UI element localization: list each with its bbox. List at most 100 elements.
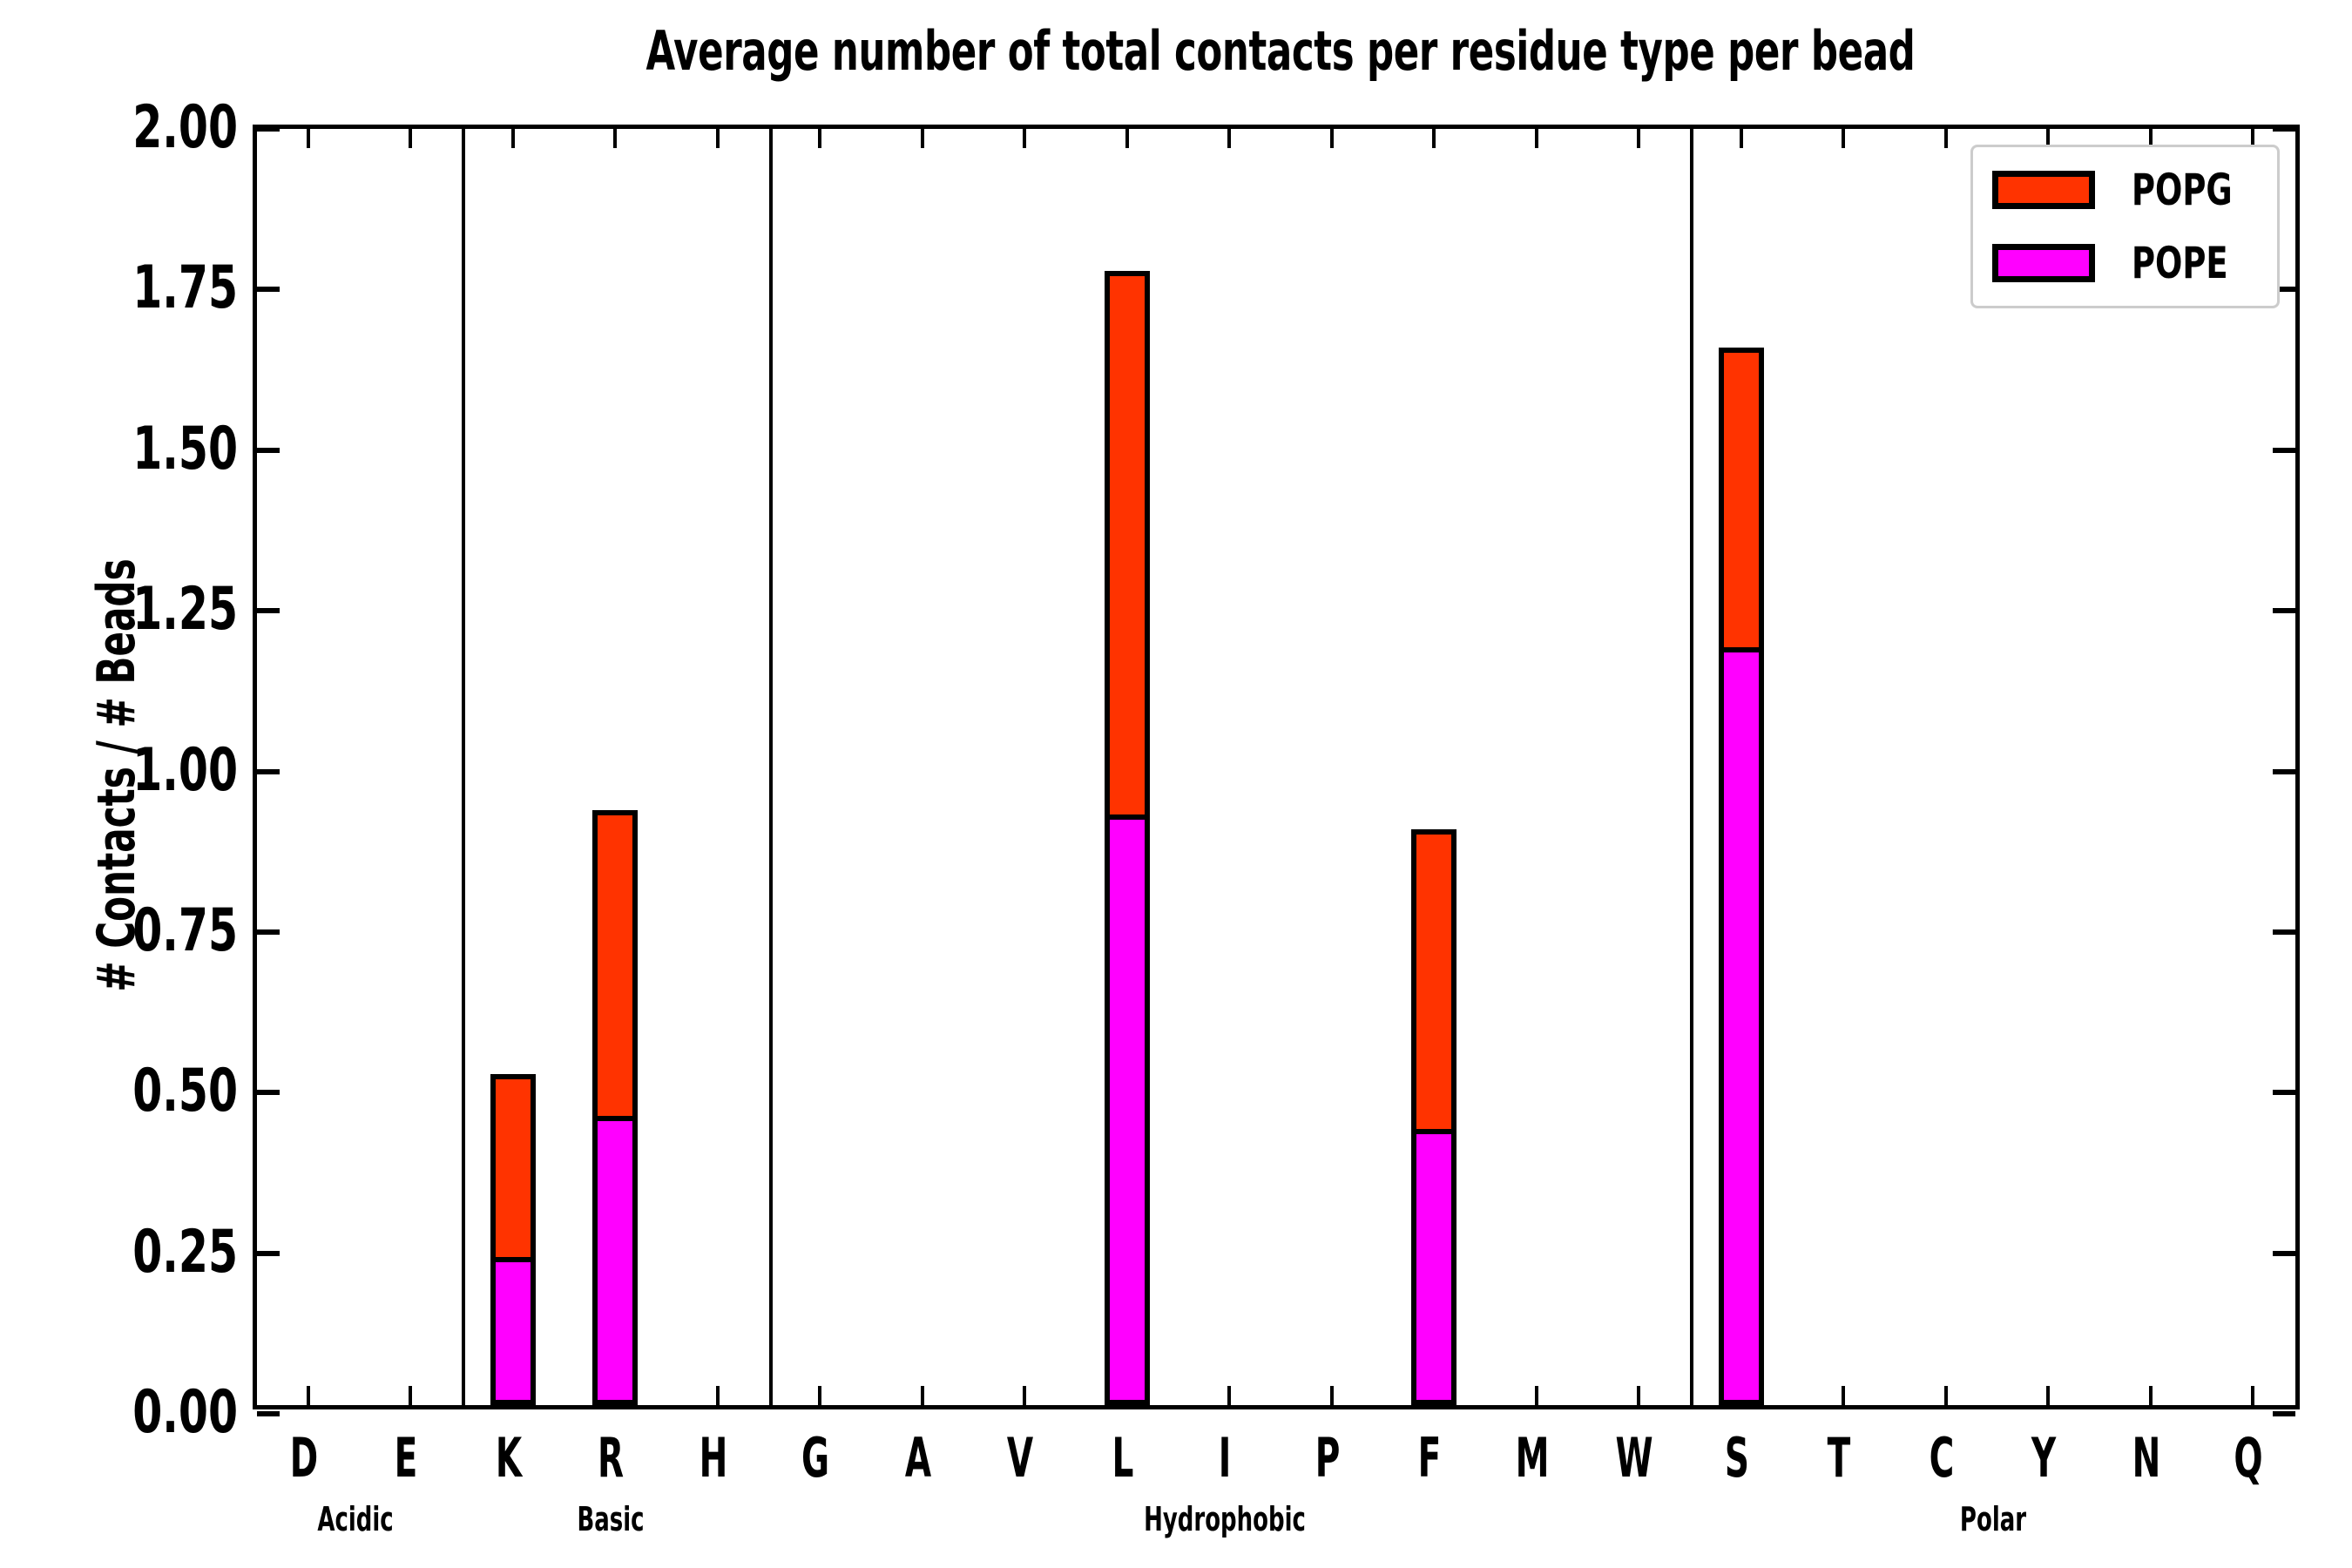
group-label-hydrophobic: Hydrophobic	[1144, 1500, 1307, 1538]
bar-stack[interactable]	[1718, 348, 1764, 1405]
legend-swatch-popg	[1991, 171, 2095, 209]
x-tick-mark-top	[2148, 129, 2153, 148]
x-tick-label-I: I	[1218, 1426, 1232, 1490]
x-tick-label-C: C	[1929, 1426, 1955, 1490]
x-tick-mark	[409, 1386, 413, 1405]
x-tick-mark	[1842, 1386, 1846, 1405]
bar-stack[interactable]	[1411, 829, 1457, 1405]
x-tick-label-Y: Y	[2031, 1426, 2057, 1490]
group-separator	[1690, 129, 1693, 1405]
bar-segment-popg[interactable]	[592, 810, 639, 1119]
x-tick-mark	[1023, 1386, 1027, 1405]
x-tick-mark-top	[1125, 129, 1129, 148]
y-tick-mark	[257, 126, 280, 132]
y-tick-mark	[257, 929, 280, 935]
x-tick-mark-top	[818, 129, 822, 148]
x-tick-mark-top	[2046, 129, 2051, 148]
y-tick-label: 1.25	[132, 575, 238, 645]
bar-segment-pope[interactable]	[1411, 1128, 1457, 1405]
legend-label: POPG	[2131, 165, 2233, 215]
x-tick-label-Q: Q	[2234, 1426, 2263, 1490]
x-tick-label-R: R	[598, 1426, 625, 1490]
y-tick-mark	[257, 608, 280, 614]
x-tick-label-H: H	[699, 1426, 728, 1490]
x-tick-mark-top	[1023, 129, 1027, 148]
group-label-polar: Polar	[1959, 1500, 2026, 1538]
y-tick-mark	[257, 447, 280, 453]
x-tick-label-G: G	[801, 1426, 830, 1490]
y-tick-mark	[257, 1090, 280, 1096]
y-tick-label: 0.75	[132, 896, 238, 965]
y-tick-mark-right	[2273, 1250, 2295, 1256]
y-tick-label: 1.50	[132, 414, 238, 483]
x-tick-mark-top	[715, 129, 720, 148]
x-tick-mark-top	[1432, 129, 1436, 148]
group-label-acidic: Acidic	[316, 1500, 394, 1538]
x-tick-label-E: E	[394, 1426, 418, 1490]
y-tick-label: 0.00	[132, 1378, 238, 1447]
x-axis-group-labels: Acidic Basic Hydrophobic Polar	[253, 1500, 2300, 1552]
group-label-basic: Basic	[577, 1500, 645, 1538]
legend-item[interactable]: POPG	[1991, 165, 2254, 215]
bar-segment-pope[interactable]	[1718, 646, 1764, 1405]
x-tick-mark	[1943, 1386, 1948, 1405]
x-tick-mark-top	[1637, 129, 1641, 148]
group-separator	[462, 129, 465, 1405]
x-tick-label-L: L	[1112, 1426, 1134, 1490]
y-tick-mark	[257, 287, 280, 293]
x-tick-label-K: K	[495, 1426, 522, 1490]
x-tick-mark	[1227, 1386, 1232, 1405]
x-tick-mark	[2251, 1386, 2255, 1405]
bar-segment-popg[interactable]	[1718, 348, 1764, 650]
x-tick-mark	[1329, 1386, 1334, 1405]
x-tick-label-W: W	[1615, 1426, 1653, 1490]
x-tick-mark-top	[920, 129, 924, 148]
legend-label: POPE	[2131, 238, 2228, 288]
x-tick-label-F: F	[1417, 1426, 1442, 1490]
x-tick-mark-top	[1227, 129, 1232, 148]
bar-segment-pope[interactable]	[490, 1257, 536, 1405]
y-tick-label: 1.75	[132, 253, 238, 323]
bar-segment-pope[interactable]	[592, 1116, 639, 1405]
y-tick-mark-right	[2273, 1411, 2295, 1416]
y-tick-label: 1.00	[132, 735, 238, 805]
bar-segment-pope[interactable]	[1104, 814, 1150, 1405]
y-tick-mark-right	[2273, 287, 2295, 293]
bar-segment-popg[interactable]	[1104, 270, 1150, 817]
x-tick-mark-top	[409, 129, 413, 148]
plot-area: 0.00 0.25 0.50 0.75 1.00 1.25 1.50 1.75 2.00 POP…	[132, 94, 2300, 1447]
y-tick-mark	[257, 1411, 280, 1416]
chart-legend: POPG POPE	[1970, 145, 2280, 308]
bar-segment-popg[interactable]	[490, 1073, 536, 1260]
x-tick-mark-top	[306, 129, 310, 148]
x-tick-mark-top	[1842, 129, 1846, 148]
x-tick-label-T: T	[1827, 1426, 1851, 1490]
y-tick-mark-right	[2273, 126, 2295, 132]
y-tick-mark-right	[2273, 929, 2295, 935]
chart-title: Average number of total contacts per res…	[645, 19, 1916, 83]
y-tick-mark	[257, 1250, 280, 1256]
x-tick-label-A: A	[904, 1426, 931, 1490]
x-tick-mark	[715, 1386, 720, 1405]
x-tick-mark	[1637, 1386, 1641, 1405]
group-separator	[768, 129, 773, 1405]
x-tick-label-M: M	[1515, 1426, 1550, 1490]
bar-stack[interactable]	[490, 1073, 536, 1405]
bar-segment-popg[interactable]	[1411, 829, 1457, 1132]
x-tick-mark	[1534, 1386, 1538, 1405]
y-tick-mark-right	[2273, 1090, 2295, 1096]
bar-stack[interactable]	[592, 810, 639, 1405]
y-tick-label: 0.50	[132, 1057, 238, 1126]
legend-item[interactable]: POPE	[1991, 238, 2254, 288]
x-tick-mark	[306, 1386, 310, 1405]
y-tick-mark-right	[2273, 608, 2295, 614]
x-tick-mark	[2046, 1386, 2051, 1405]
x-tick-label-D: D	[289, 1426, 318, 1490]
x-tick-mark	[2148, 1386, 2153, 1405]
bar-stack[interactable]	[1104, 270, 1150, 1405]
x-tick-mark-top	[1943, 129, 1948, 148]
x-tick-label-P: P	[1315, 1426, 1341, 1490]
y-tick-mark-right	[2273, 447, 2295, 453]
